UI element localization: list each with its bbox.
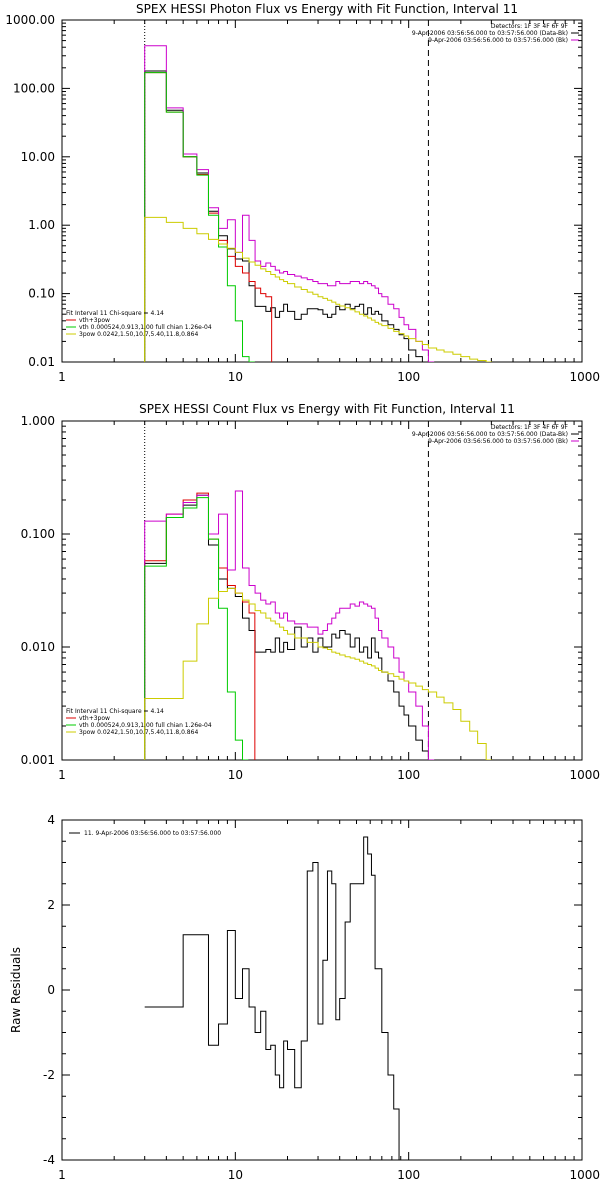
legend-entry: 9-Apr-2006 03:56:56.000 to 03:57:56.000 … <box>428 37 568 44</box>
legend-entry: 9-Apr-2006 03:56:56.000 to 03:57:56.000 … <box>428 438 568 445</box>
x-tick-label: 1 <box>58 370 66 384</box>
legend-entry: vth 0.000524,0.913,1.00 full chian 1.26e… <box>79 722 212 729</box>
plot-frame <box>61 819 583 1161</box>
y-tick-label: 0.100 <box>21 527 55 541</box>
chart-panel-1: SPEX HESSI Photon Flux vs Energy with Fi… <box>5 2 600 384</box>
legend-entry: vth+3pow <box>79 715 110 722</box>
y-tick-label: 0.10 <box>28 287 55 301</box>
series-line-1 <box>144 494 435 760</box>
chart-title: SPEX HESSI Photon Flux vs Energy with Fi… <box>136 2 518 16</box>
legend-entry: 3pow 0.0242,1.50,10.7,5.40,11.8,0.864 <box>79 331 198 338</box>
legend-entry: Fit Interval 11 Chi-square = 4.14 <box>66 310 164 317</box>
y-tick-label: 1000.00 <box>5 13 55 27</box>
y-tick-label: 0.010 <box>21 640 55 654</box>
legend-entry: 9-Apr-2006 03:56:56.000 to 03:57:56.000 … <box>412 431 568 438</box>
y-tick-label: 100.00 <box>13 81 55 95</box>
plot-frame <box>61 19 583 363</box>
legend-entry: Fit Interval 11 Chi-square = 4.14 <box>66 708 164 715</box>
series-line-3 <box>144 490 435 760</box>
legend-entry: Detectors: 1F 3F 4F 6F 9F <box>491 23 569 30</box>
y-tick-label: 2 <box>47 898 55 912</box>
y-tick-label: 1.000 <box>21 414 55 428</box>
chart-panel-3: Raw Residuals 1 10 100 1000 4 2 0 -2 -4 11. 9-Apr-… <box>9 813 600 1182</box>
legend-entry: 11. 9-Apr-2006 03:56:56.000 to 03:57:56.… <box>84 830 221 837</box>
y-tick-label: 0.001 <box>21 753 55 767</box>
legend-entry: vth+3pow <box>79 317 110 324</box>
y-tick-label: -4 <box>43 1153 55 1167</box>
legend-entry: 9-Apr-2006 03:56:56.000 to 03:57:56.000 … <box>412 30 568 37</box>
x-tick-label: 10 <box>228 768 243 782</box>
y-tick-label: 10.00 <box>21 150 55 164</box>
series-line-1 <box>144 70 435 362</box>
y-tick-label: 4 <box>47 813 55 827</box>
y-axis-label: Raw Residuals <box>9 947 23 1033</box>
y-tick-label: -2 <box>43 1068 55 1082</box>
x-tick-label: 10 <box>228 1168 243 1182</box>
x-tick-label: 1000 <box>569 1168 600 1182</box>
y-tick-label: 1.00 <box>28 218 55 232</box>
x-tick-label: 100 <box>397 1168 420 1182</box>
series-line-5 <box>144 587 492 760</box>
chart-panel-2: SPEX HESSI Count Flux vs Energy with Fit… <box>21 402 600 782</box>
series-line-4 <box>144 497 249 760</box>
legend-entry: vth 0.000524,0.913,1.00 full chian 1.26e… <box>79 324 212 331</box>
x-tick-label: 1000 <box>569 370 600 384</box>
chart-title: SPEX HESSI Count Flux vs Energy with Fit… <box>139 402 515 416</box>
x-tick-label: 100 <box>397 370 420 384</box>
series-line-1 <box>144 836 435 1160</box>
x-tick-label: 1 <box>58 768 66 782</box>
x-tick-label: 1000 <box>569 768 600 782</box>
legend-entry: Detectors: 1F 3F 4F 6F 9F <box>491 424 569 431</box>
y-tick-label: 0 <box>47 983 55 997</box>
series-line-4 <box>144 72 255 362</box>
series-line-3 <box>144 45 435 362</box>
y-tick-label: 0.01 <box>28 355 55 369</box>
x-tick-label: 1 <box>58 1168 66 1182</box>
series-line-2 <box>144 492 256 760</box>
legend-entry: 3pow 0.0242,1.50,10.7,5.40,11.8,0.864 <box>79 729 198 736</box>
plot-frame <box>61 420 583 761</box>
x-tick-label: 100 <box>397 768 420 782</box>
series-line-5 <box>144 216 492 362</box>
x-tick-label: 10 <box>228 370 243 384</box>
